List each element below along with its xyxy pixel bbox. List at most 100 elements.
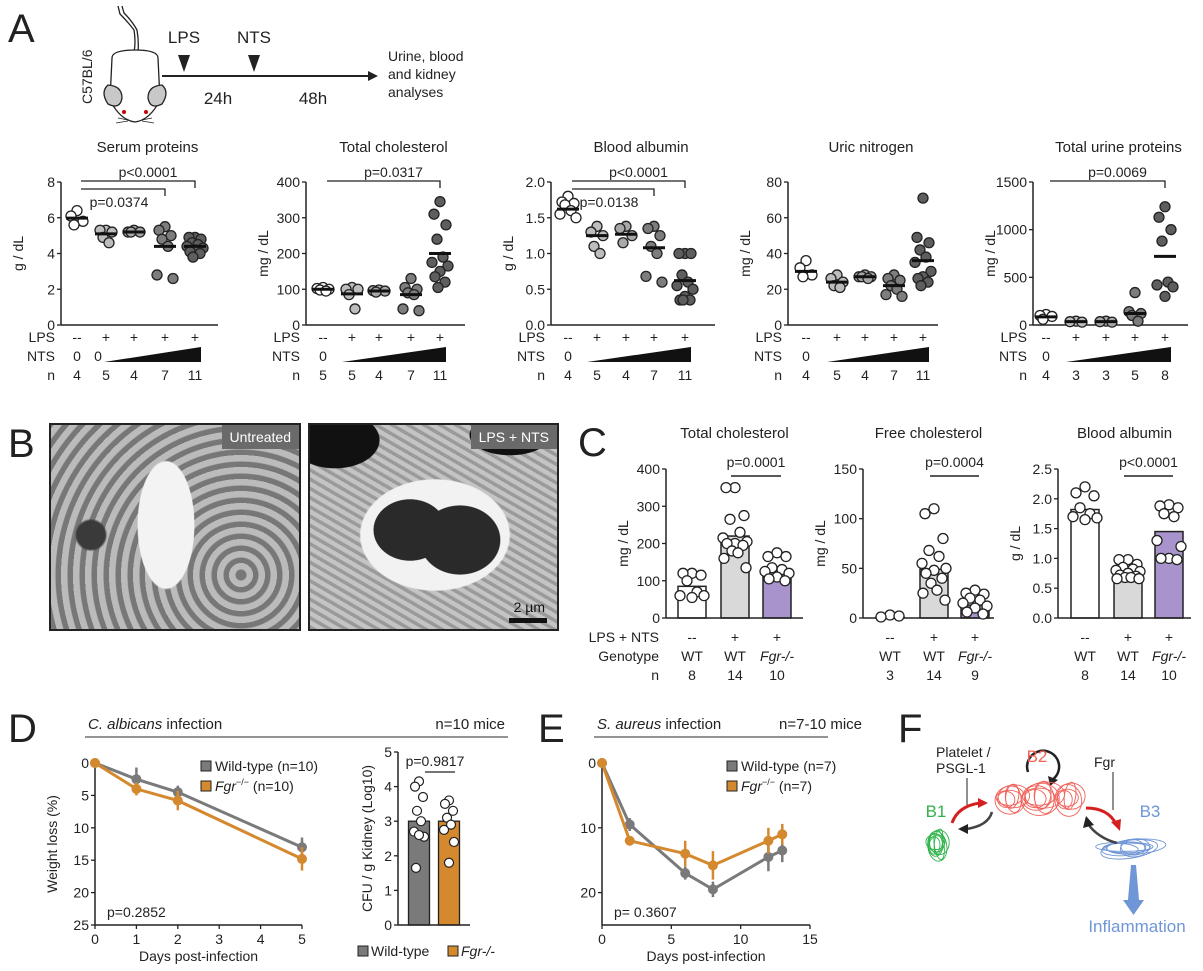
n-value: 8 — [1081, 667, 1089, 683]
n-value: 4 — [622, 367, 630, 383]
data-point — [893, 610, 905, 622]
row-label-lps: LPS — [756, 329, 782, 345]
nts-triangle-icon — [248, 55, 260, 72]
n-value: 10 — [1161, 667, 1177, 683]
nts-value: 0 — [802, 348, 810, 364]
n-value: 7 — [890, 367, 898, 383]
series-marker — [777, 845, 788, 856]
lps-value: + — [833, 329, 841, 345]
data-point — [68, 219, 80, 231]
data-point — [411, 805, 423, 816]
data-point — [800, 254, 812, 267]
lps-value: + — [650, 329, 658, 345]
data-point — [1132, 315, 1144, 327]
lps-value: -- — [72, 329, 82, 345]
lps-value: + — [130, 329, 138, 345]
n-value: 5 — [348, 367, 356, 383]
p-value: p=0.2852 — [107, 904, 166, 920]
data-point — [880, 288, 892, 301]
b2-loop-arrowhead — [1048, 776, 1058, 786]
n-value: 5 — [593, 367, 601, 383]
data-point — [349, 303, 361, 315]
x-axis-label: Days post-infection — [646, 948, 765, 964]
n-value: 4 — [1042, 367, 1050, 383]
row-label-lps: LPS — [29, 329, 55, 345]
x-tick-label: 0 — [598, 931, 606, 947]
lps-value: + — [1161, 329, 1169, 345]
y-tick-label: 0 — [81, 755, 89, 771]
y-tick-label: 2.0 — [1033, 491, 1053, 507]
row-label-nts: NTS — [754, 348, 782, 364]
trajectory-loop — [1005, 783, 1020, 809]
n-value: 4 — [564, 367, 572, 383]
data-point — [732, 547, 744, 559]
nts-value: 0 — [1042, 348, 1050, 364]
trajectory-loop — [1054, 783, 1083, 817]
panel-letter-f: F — [898, 707, 922, 751]
legend-swatch-wild-type — [726, 760, 738, 772]
genotype-value: Fgr-/- — [1152, 648, 1186, 664]
data-point — [687, 283, 699, 295]
nts-value: 0 — [73, 348, 81, 364]
significance-bracket — [327, 180, 441, 188]
legend-swatch-fgr — [726, 780, 738, 792]
n-value: 4 — [802, 367, 810, 383]
n-value: 10 — [769, 667, 785, 683]
chart-total-urine-proteins: Total urine proteins 0 500 1000 1500 mg / dL p… — [982, 139, 1188, 383]
data-point — [917, 192, 929, 204]
data-point — [1153, 211, 1165, 223]
platelet-label-2: PSGL-1 — [936, 760, 986, 776]
p-value: p=0.0374 — [90, 194, 149, 210]
trajectory-loop — [1004, 784, 1022, 813]
b2-trajectory — [994, 780, 1086, 817]
data-point — [654, 229, 666, 242]
treatment-value: -- — [885, 629, 895, 645]
data-point — [588, 240, 600, 253]
sample-size-note: n=7-10 mice — [779, 716, 862, 733]
lps-value: + — [348, 329, 356, 345]
n-value: 3 — [1102, 367, 1110, 383]
y-tick-label: 3 — [384, 813, 392, 829]
panel-letter-d: D — [8, 707, 37, 751]
legend-swatch-wild-type — [357, 945, 369, 957]
data-point — [570, 212, 582, 224]
significance-bracket — [572, 188, 655, 196]
data-point — [431, 233, 443, 245]
data-point — [405, 272, 417, 285]
trajectory-loop — [1021, 785, 1052, 811]
data-point — [1165, 224, 1177, 236]
data-point — [445, 819, 457, 830]
data-point — [911, 231, 923, 244]
data-point — [103, 237, 115, 249]
lps-value: + — [861, 329, 869, 345]
y-tick-label: 300 — [637, 498, 661, 514]
lps-value: + — [191, 329, 199, 345]
chart-blood-albumin: Blood albumin 0.0 0.5 1.0 1.5 2.0 g / dL p<0.00… — [500, 139, 715, 383]
trajectory-loop — [925, 833, 946, 851]
data-point — [415, 816, 427, 827]
data-point — [413, 305, 425, 317]
chart-total-cholesterol: Total cholesterol 0 100 200 300 400 mg / dL p=0… — [255, 139, 465, 383]
data-point — [720, 481, 732, 494]
trajectory-loop — [927, 832, 944, 857]
n-value: 4 — [73, 367, 81, 383]
lps-value: -- — [801, 329, 811, 345]
scale-bar-label: 2 µm — [513, 599, 545, 615]
data-point — [1067, 511, 1079, 523]
data-point — [1129, 286, 1141, 299]
data-point — [780, 550, 792, 563]
p-value: p=0.0069 — [1088, 164, 1147, 180]
series-marker — [777, 829, 788, 840]
panel-letter-c: C — [578, 421, 607, 465]
n-value: 4 — [130, 367, 138, 383]
y-tick-label: 4 — [384, 779, 392, 795]
n-value: 7 — [407, 367, 415, 383]
data-point — [1074, 502, 1086, 514]
genotype-value: WT — [1117, 648, 1139, 664]
significance-bracket — [81, 180, 196, 188]
y-axis-label: g / dL — [1007, 526, 1023, 561]
p-value: p<0.0001 — [609, 164, 668, 180]
b2-label: B2 — [1027, 747, 1048, 766]
data-point — [779, 575, 791, 587]
data-point — [1155, 552, 1167, 565]
